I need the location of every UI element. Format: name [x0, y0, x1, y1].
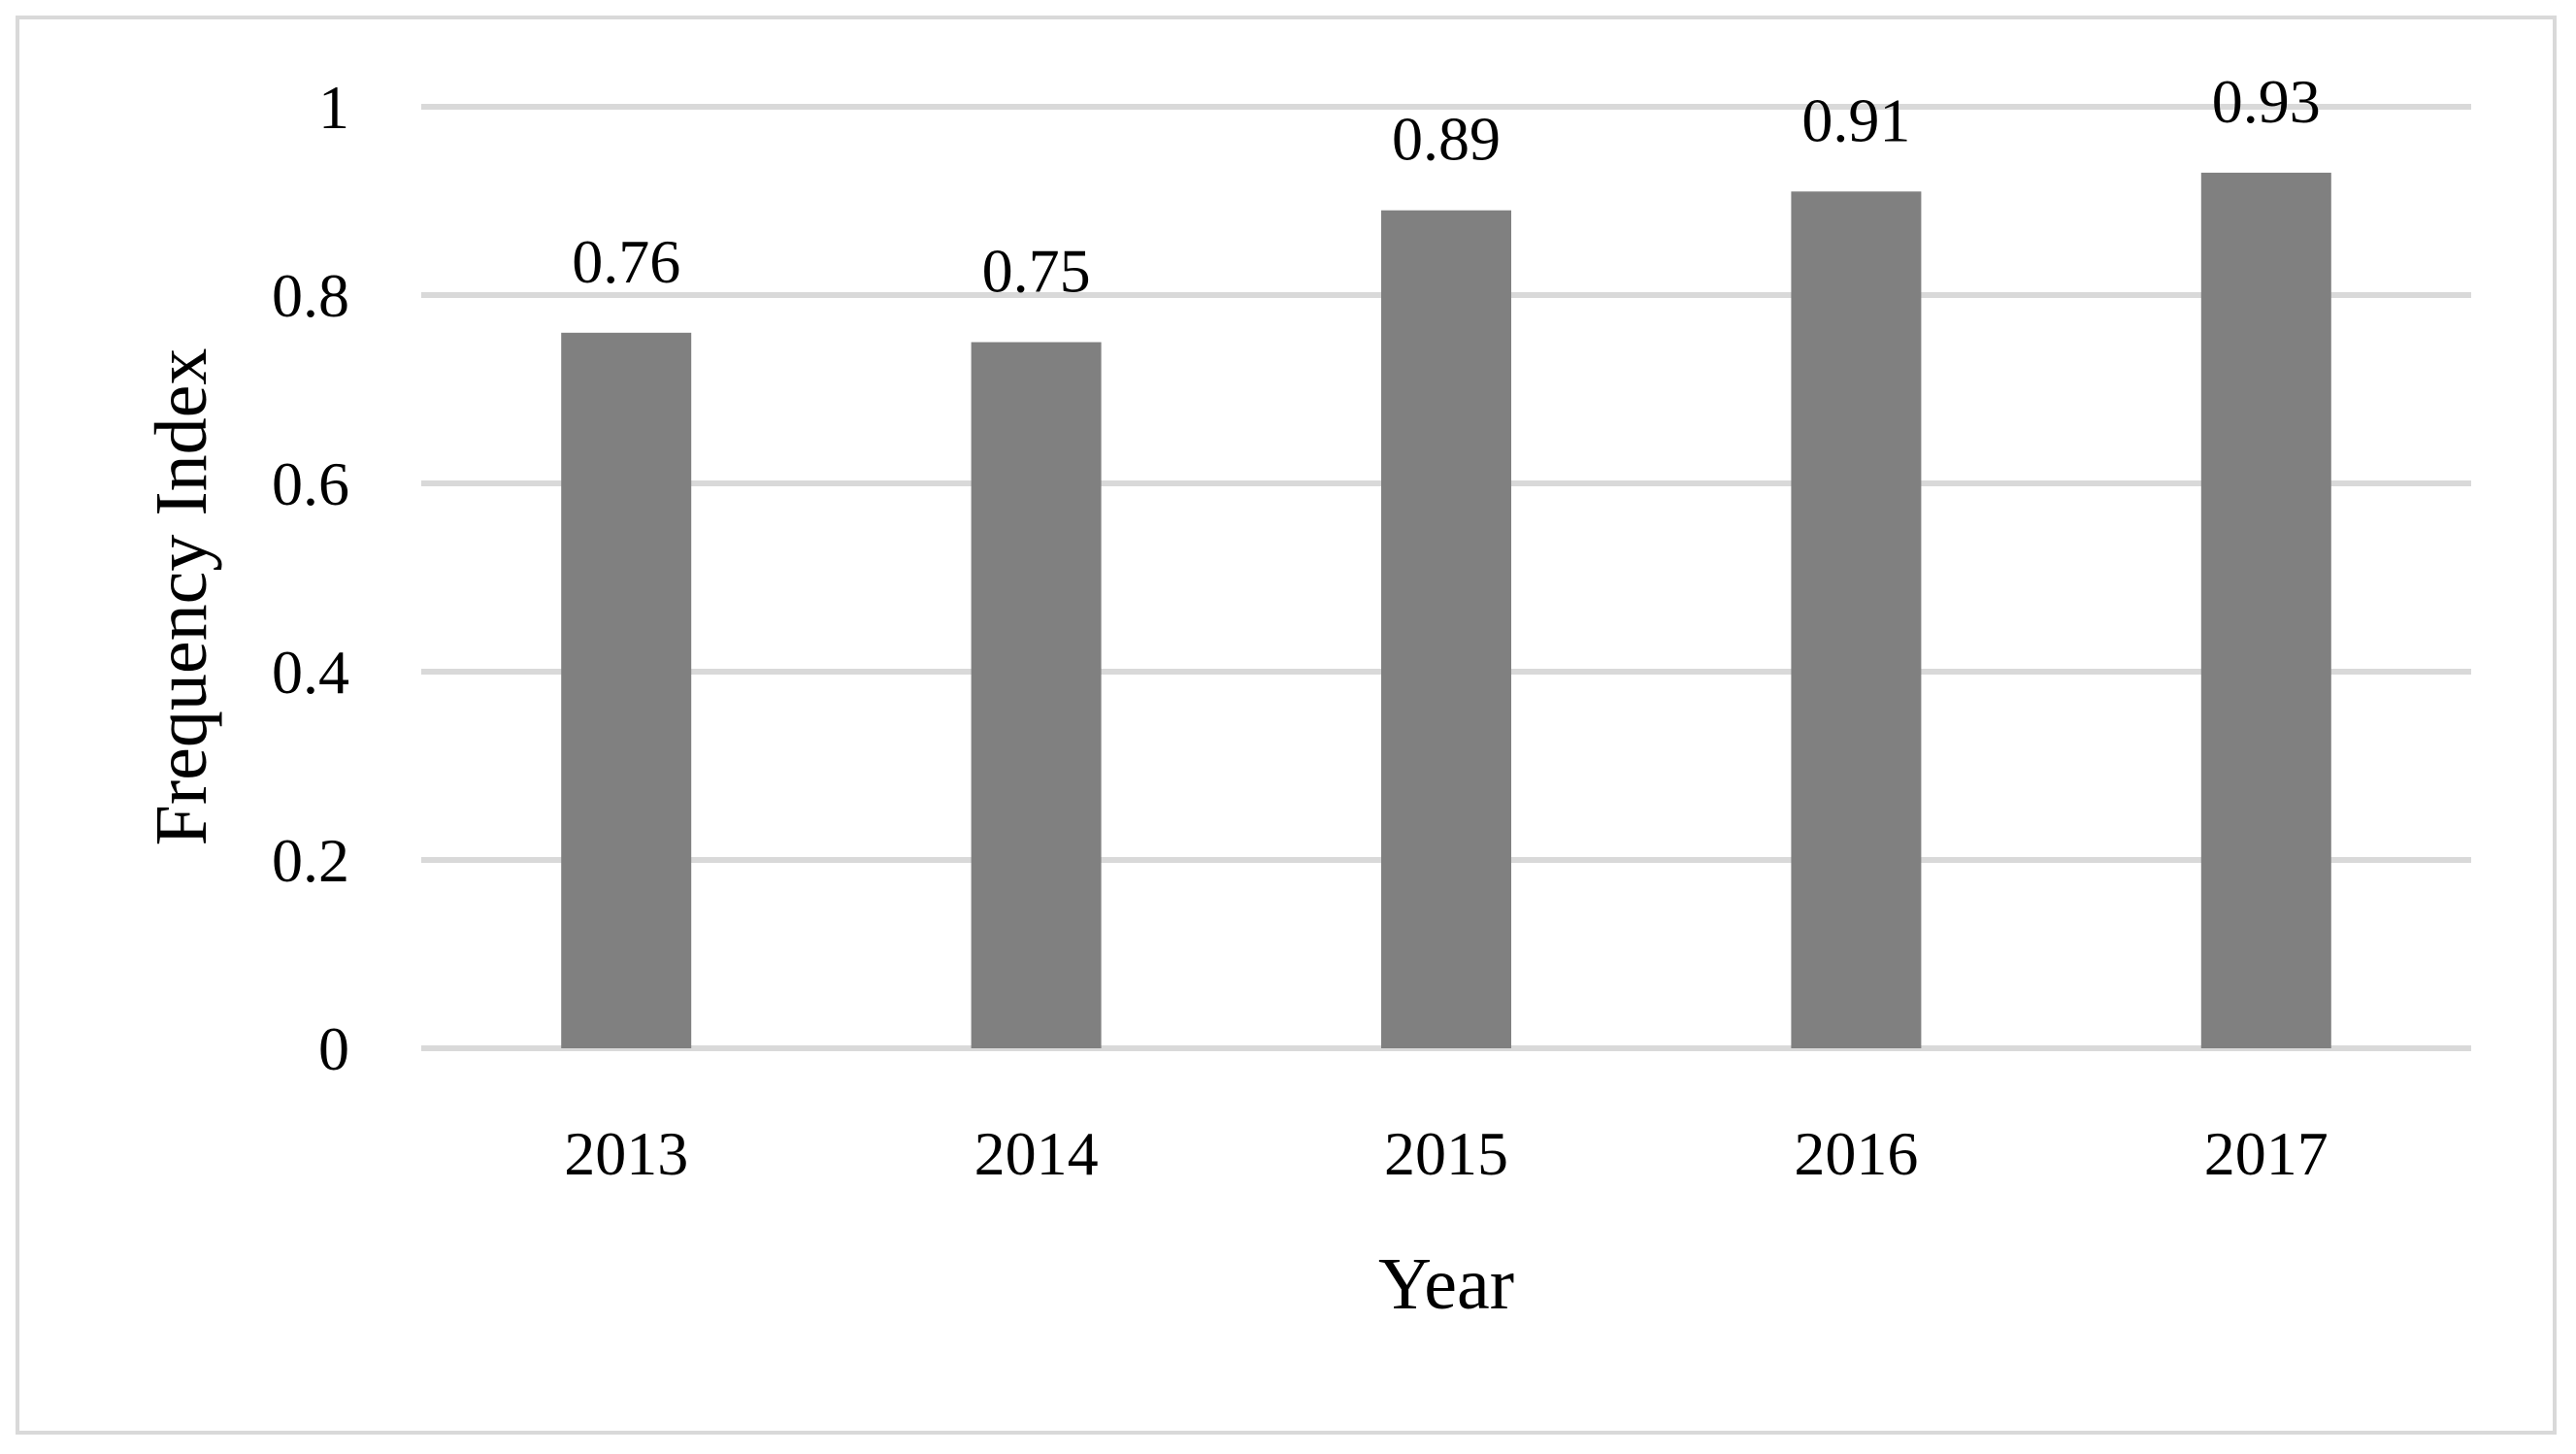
x-tick-label: 2015: [1384, 1119, 1508, 1188]
y-tick-label: 0.8: [272, 261, 349, 330]
y-tick-label: 0.2: [272, 826, 349, 895]
data-label: 0.76: [572, 227, 680, 296]
y-axis-ticks: 0 0.2 0.4 0.6 0.8 1: [272, 73, 349, 1083]
bar: [971, 342, 1102, 1048]
data-label: 0.89: [1392, 105, 1501, 174]
chart-frame: [16, 16, 2557, 1435]
x-axis-ticks: 2013 2014 2015 2016 2017: [564, 1119, 2328, 1188]
data-label: 0.93: [2212, 67, 2321, 136]
bar: [1381, 210, 1511, 1048]
x-tick-label: 2017: [2204, 1119, 2328, 1188]
x-axis-title: Year: [1378, 1243, 1514, 1325]
bar: [561, 332, 692, 1048]
y-tick-label: 0.6: [272, 449, 349, 518]
bar: [2200, 172, 2331, 1048]
x-tick-label: 2014: [974, 1119, 1099, 1188]
bar: [1791, 191, 1922, 1049]
bars: [561, 172, 2331, 1049]
y-tick-label: 0.4: [272, 638, 349, 707]
data-label: 0.75: [982, 237, 1091, 306]
data-labels: 0.76 0.75 0.89 0.91 0.93: [572, 67, 2321, 306]
y-tick-label: 1: [318, 73, 349, 142]
data-label: 0.91: [1801, 85, 1910, 154]
x-tick-label: 2013: [564, 1119, 688, 1188]
y-axis-title: Frequency Index: [141, 348, 222, 846]
x-tick-label: 2016: [1794, 1119, 1918, 1188]
y-tick-label: 0: [318, 1014, 349, 1083]
